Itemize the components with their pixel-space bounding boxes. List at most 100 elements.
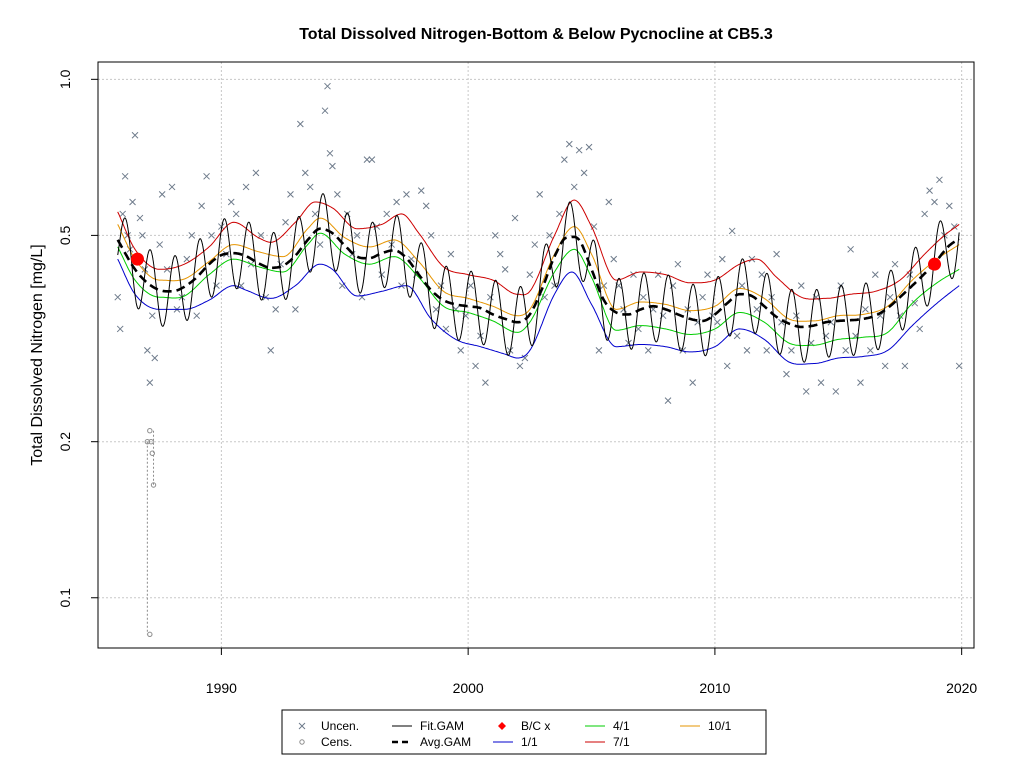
legend-box	[281, 709, 767, 755]
uncensored-point	[516, 362, 524, 370]
y-axis: 0.1 0.2 0.5 1.0	[57, 69, 98, 607]
uncensored-point	[368, 156, 376, 163]
uncensored-point	[639, 293, 647, 301]
uncensored-point	[926, 187, 933, 194]
uncensored-point	[936, 176, 943, 184]
uncensored-point	[635, 325, 642, 333]
uncensored-point	[403, 190, 410, 198]
uncensored-point	[911, 299, 919, 307]
uncensored-point	[114, 293, 122, 301]
y-tick-label: 0.5	[57, 225, 73, 245]
uncensored-point	[556, 210, 563, 218]
uncensored-point	[141, 265, 149, 273]
uncensored-point	[945, 202, 953, 210]
fit-gam-line	[117, 193, 960, 363]
uncensored-point	[383, 210, 391, 218]
uncensored-point	[447, 250, 455, 258]
censored-point	[144, 438, 151, 445]
uncensored-point	[610, 255, 618, 263]
uncensored-point	[486, 293, 494, 301]
uncensored-point	[116, 325, 124, 333]
uncensored-point	[605, 198, 613, 206]
uncensored-point	[546, 232, 553, 239]
uncensored-point	[491, 232, 499, 239]
uncensored-point	[156, 241, 164, 248]
uncensored-point	[324, 82, 331, 90]
uncensored-point	[857, 379, 864, 386]
uncensored-point	[792, 312, 800, 320]
uncensored-point	[704, 271, 711, 279]
uncensored-point	[758, 271, 766, 279]
uncensored-point	[600, 282, 608, 289]
fit-gam-series	[117, 193, 960, 363]
legend-label: B/C x	[521, 719, 550, 733]
x-tick-label: 2010	[699, 680, 730, 696]
uncensored-point	[763, 347, 771, 354]
uncensored-point	[585, 143, 593, 151]
legend-item: 1/1	[493, 735, 538, 749]
uncensored-point	[896, 312, 904, 320]
uncensored-point	[203, 172, 210, 180]
uncensored-point	[551, 282, 558, 289]
x-axis: 1990 2000 2010 2020	[206, 647, 977, 696]
uncensored-point	[886, 293, 894, 301]
uncensored-point	[129, 198, 136, 206]
uncensored-point	[301, 169, 309, 177]
uncensored-point	[252, 169, 260, 177]
band-line-1-1	[117, 258, 960, 365]
uncensored-point	[321, 107, 329, 115]
uncensored-point	[467, 282, 474, 289]
uncensored-point	[292, 306, 299, 313]
legend-label: Avg.GAM	[420, 735, 471, 749]
uncensored-point	[862, 306, 869, 313]
legend-item: Cens.	[299, 735, 352, 749]
uncensored-point	[427, 232, 435, 239]
uncensored-point	[773, 250, 780, 258]
uncensored-point	[136, 214, 144, 222]
uncensored-point	[679, 347, 687, 354]
legend-label: 10/1	[708, 719, 732, 733]
uncensored-point	[689, 379, 697, 386]
uncensored-point	[417, 187, 425, 194]
uncensored-point	[950, 223, 958, 230]
legend-item: B/C x	[498, 719, 550, 733]
chart-title: Total Dissolved Nitrogen-Bottom & Below …	[299, 26, 773, 43]
legend-item: Fit.GAM	[392, 719, 464, 733]
uncensored-point	[208, 232, 215, 239]
uncensored-point	[714, 318, 721, 326]
uncensored-point	[282, 218, 289, 226]
uncensored-point	[183, 255, 191, 263]
band-line-10-1	[117, 217, 960, 322]
censored-point	[147, 428, 153, 434]
bc-points	[130, 252, 942, 271]
uncensored-point	[158, 190, 166, 198]
uncensored-point	[316, 241, 324, 248]
uncensored-point	[482, 379, 489, 386]
uncensored-point	[541, 293, 548, 301]
legend-item: Avg.GAM	[392, 735, 471, 749]
uncensored-point	[674, 260, 682, 268]
uncensored-point	[496, 250, 504, 258]
uncensored-point	[561, 156, 568, 163]
uncensored-point	[188, 232, 196, 239]
uncensored-point	[334, 190, 341, 198]
uncensored-point	[832, 388, 840, 395]
uncensored-point	[718, 255, 726, 263]
y-axis-label: Total Dissolved Nitrogen [mg/L]	[29, 244, 46, 465]
legend: Uncen. Cens. Fit.GAM Avg.GAM B/C x 1/1 4/1 7/1 1…	[281, 709, 767, 755]
uncensored-point	[871, 271, 879, 279]
censored-point	[149, 450, 155, 456]
uncensored-point	[363, 156, 371, 163]
band-line-7-1	[117, 199, 960, 300]
uncensored-point	[131, 131, 139, 139]
censored-point	[148, 438, 154, 445]
legend-label: Uncen.	[321, 719, 359, 733]
uncensored-point	[193, 312, 201, 320]
uncensored-point	[287, 190, 294, 198]
uncensored-point	[267, 347, 275, 354]
uncensored-point	[472, 362, 479, 370]
legend-label: Fit.GAM	[420, 719, 464, 733]
grid	[98, 62, 974, 648]
uncensored-point	[432, 306, 440, 313]
